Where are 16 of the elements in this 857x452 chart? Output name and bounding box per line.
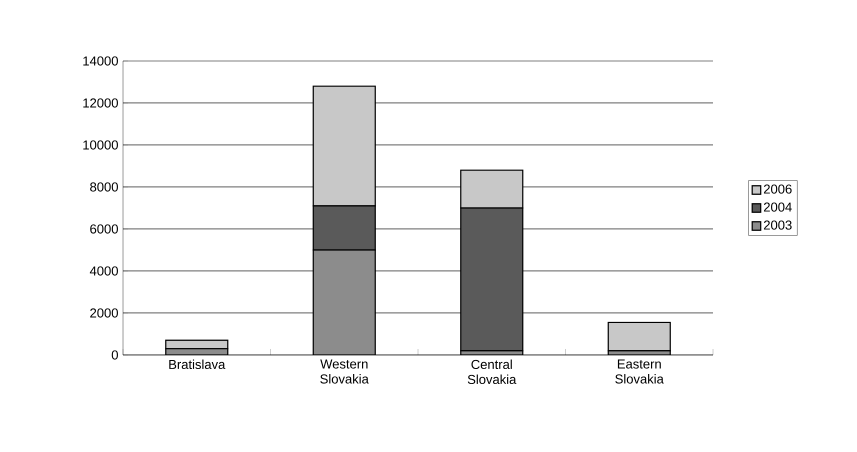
y-tick-label: 0 bbox=[112, 350, 118, 360]
x-tick-label: Central Slovakia bbox=[468, 360, 516, 384]
y-tick-label: 10000 bbox=[83, 140, 118, 150]
y-tick-label: 8000 bbox=[90, 182, 118, 192]
y-tick-label: 2000 bbox=[90, 308, 118, 318]
x-tick-label: Western Slovakia bbox=[320, 360, 369, 384]
y-tick-label: 12000 bbox=[83, 98, 118, 108]
bar bbox=[608, 322, 671, 352]
legend-label: 2004 bbox=[764, 202, 792, 212]
x-tick-label: Bratislava bbox=[169, 360, 226, 370]
legend-label: 2006 bbox=[764, 184, 792, 194]
legend-label: 2003 bbox=[764, 220, 792, 230]
y-tick-label: 4000 bbox=[90, 266, 118, 276]
y-tick-label: 14000 bbox=[83, 56, 118, 66]
x-tick-label: Eastern Slovakia bbox=[615, 360, 664, 384]
y-tick-label: 6000 bbox=[90, 224, 118, 234]
